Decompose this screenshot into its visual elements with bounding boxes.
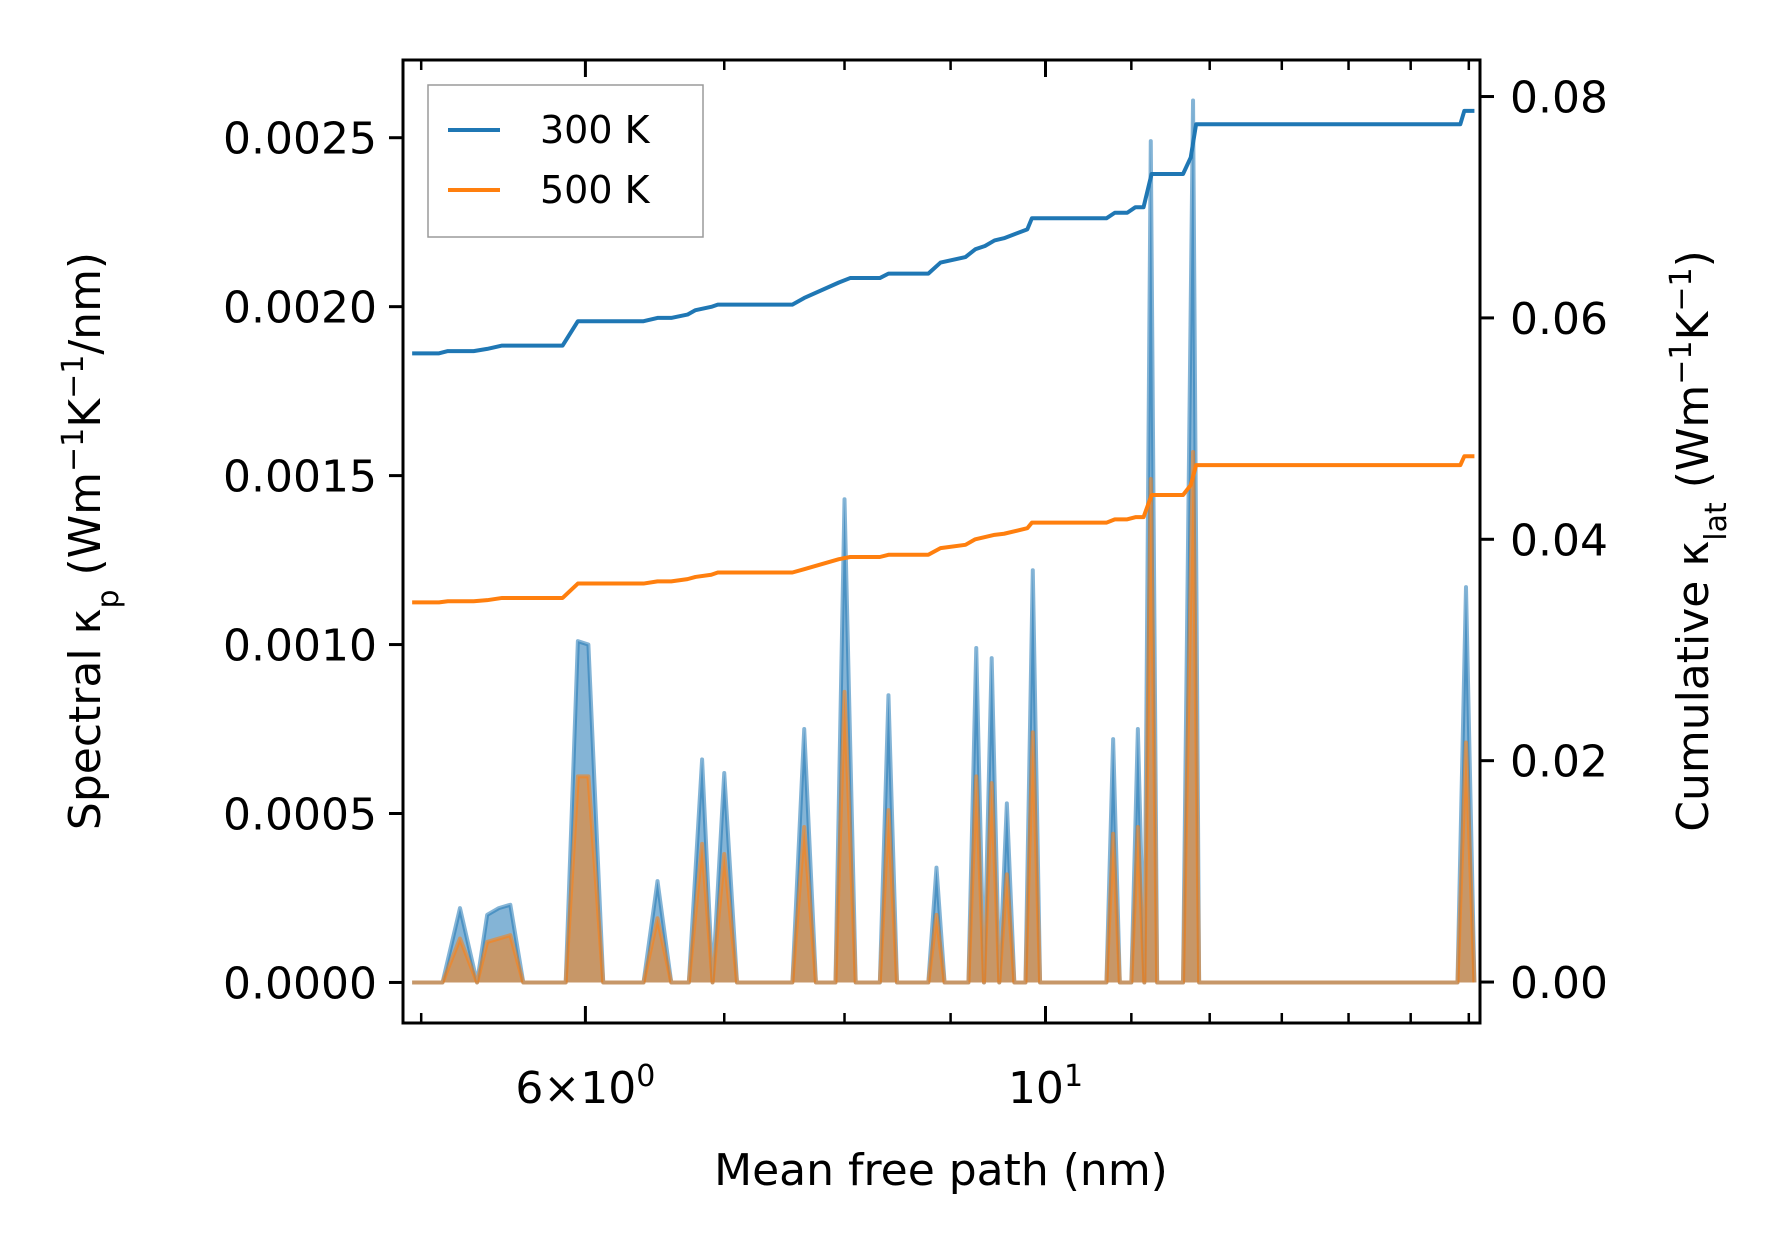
- y-left-axis-title-part: Spectral κ: [60, 609, 111, 831]
- y-left-axis-title-part: p: [91, 589, 126, 608]
- series-layer: [412, 98, 1477, 985]
- y-right-tick-label: 0.02: [1510, 737, 1608, 788]
- y-left-axis-title: Spectral κp (Wm−1K−1/nm): [56, 252, 126, 830]
- spectral-line-500-k: [412, 449, 1477, 985]
- x-tick-label-part: 10: [1008, 1063, 1064, 1114]
- y-right-tick-label: 0.04: [1510, 515, 1608, 566]
- y-right-axis-title-part: lat: [1699, 502, 1734, 541]
- legend-box: [427, 84, 704, 238]
- x-tick-label-part: 1: [1064, 1059, 1083, 1094]
- labels-layer: Mean free path (nm) Spectral κp (Wm−1K−1…: [56, 250, 1734, 1196]
- x-tick-label: 101: [1008, 1059, 1083, 1115]
- legend-label: 500 K: [540, 168, 651, 212]
- y-left-axis-title-part: /nm): [60, 252, 111, 355]
- x-tick-label-part: ×: [543, 1063, 580, 1114]
- x-tick-label-part: 6: [515, 1063, 543, 1114]
- y-right-axis-title-part: ): [1668, 250, 1719, 267]
- plot-frame: [401, 58, 1482, 1025]
- y-right-tick-label: 0.08: [1510, 73, 1608, 124]
- ticks-layer: 0.00000.00050.00100.00150.00200.00250.00…: [223, 60, 1608, 1114]
- y-left-tick-label: 0.0000: [223, 958, 377, 1009]
- y-right-axis-title-part: −1: [1664, 267, 1699, 311]
- y-left-tick-label: 0.0015: [223, 452, 377, 503]
- y-left-tick-label: 0.0025: [223, 114, 377, 165]
- y-right-axis-title: Cumulative κlat (Wm−1K−1): [1664, 250, 1734, 832]
- y-left-tick-label: 0.0010: [223, 621, 377, 672]
- cumulative-line-300-k: [412, 108, 1475, 356]
- y-left-tick-label: 0.0005: [223, 790, 377, 841]
- legend: 300 K 500 K: [427, 84, 704, 238]
- x-axis-title: Mean free path (nm): [714, 1145, 1168, 1196]
- y-right-axis-title-part: Cumulative κ: [1668, 541, 1719, 832]
- y-right-axis-title-part: (Wm: [1668, 385, 1719, 503]
- y-left-axis-title-part: −1: [56, 428, 91, 472]
- y-right-tick-label: 0.06: [1510, 294, 1608, 345]
- x-tick-label: 6×100: [515, 1059, 655, 1115]
- x-tick-label-part: 10: [580, 1063, 636, 1114]
- y-right-axis-title-part: −1: [1664, 340, 1699, 384]
- legend-label: 300 K: [540, 108, 651, 152]
- cumulative-line-500-k: [412, 454, 1475, 605]
- y-left-tick-label: 0.0020: [223, 283, 377, 334]
- y-left-axis-title-part: (Wm: [60, 472, 111, 590]
- x-tick-label-part: 0: [636, 1059, 655, 1094]
- y-right-axis-title-part: K: [1668, 310, 1719, 340]
- y-left-axis-title-part: −1: [56, 355, 91, 399]
- y-right-tick-label: 0.00: [1510, 958, 1608, 1009]
- y-left-axis-title-part: K: [60, 398, 111, 428]
